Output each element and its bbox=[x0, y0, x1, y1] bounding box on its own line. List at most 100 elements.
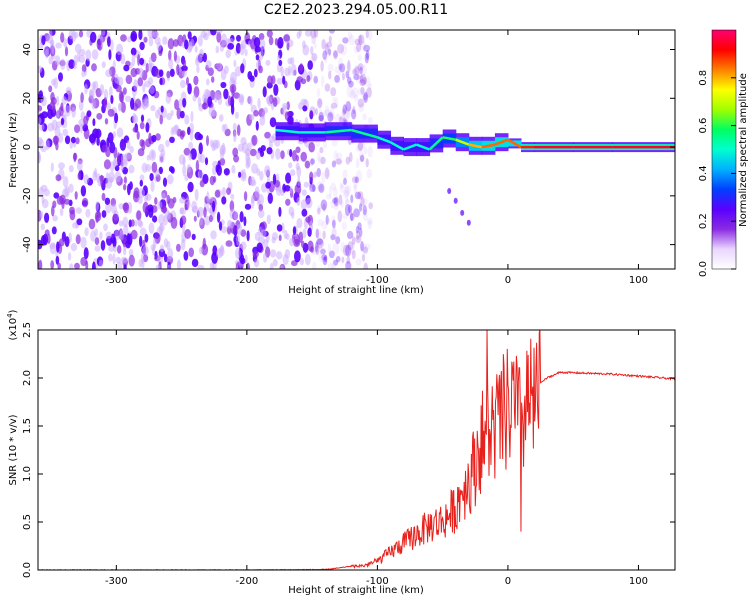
heatmap-cell bbox=[69, 206, 75, 215]
heatmap-cell bbox=[316, 88, 321, 98]
heatmap-cell bbox=[207, 67, 214, 76]
heatmap-cell bbox=[208, 215, 213, 223]
heatmap-cell bbox=[128, 249, 134, 257]
heatmap-cell bbox=[221, 142, 226, 155]
heatmap-cell bbox=[258, 65, 263, 74]
heatmap-cell bbox=[334, 74, 340, 83]
heatmap-cell bbox=[147, 77, 154, 86]
heatmap-cell bbox=[254, 186, 260, 198]
heatmap-cell bbox=[313, 30, 319, 38]
heatmap-cell bbox=[233, 130, 237, 143]
heatmap-cell bbox=[166, 112, 173, 121]
heatmap-cell bbox=[327, 63, 334, 73]
heatmap-cell bbox=[215, 45, 220, 54]
heatmap-cell bbox=[362, 93, 368, 101]
heatmap-cell bbox=[363, 146, 368, 155]
heatmap-cell bbox=[354, 38, 360, 46]
heatmap-cell bbox=[330, 182, 336, 191]
signal-ridge-line bbox=[376, 136, 391, 144]
heatmap-cell bbox=[272, 259, 278, 267]
heatmap-cell bbox=[340, 242, 346, 253]
y-tick-label: 2.0 bbox=[22, 370, 33, 386]
heatmap-cell bbox=[277, 54, 281, 61]
heatmap-cell bbox=[288, 206, 295, 216]
heatmap-cell bbox=[209, 206, 213, 217]
heatmap-cell bbox=[310, 246, 314, 253]
heatmap-cell bbox=[182, 98, 187, 108]
heatmap-cell bbox=[170, 166, 175, 174]
heatmap-cell bbox=[304, 160, 311, 169]
heatmap-cell bbox=[359, 154, 365, 162]
heatmap-cell bbox=[81, 197, 89, 208]
heatmap-cell bbox=[115, 84, 122, 93]
heatmap-cell bbox=[206, 135, 209, 147]
heatmap-cell bbox=[80, 92, 84, 103]
heatmap-cell bbox=[288, 65, 292, 77]
heatmap-cell bbox=[196, 65, 200, 74]
heatmap-cell bbox=[276, 251, 283, 260]
heatmap-cell bbox=[120, 53, 126, 65]
heatmap-cell bbox=[345, 101, 352, 112]
spectrogram-x-ticks: -300 -200 -100 0 100 bbox=[105, 30, 648, 286]
heatmap-cell bbox=[122, 216, 129, 228]
heatmap-cell bbox=[90, 31, 97, 43]
heatmap-cell bbox=[118, 220, 124, 227]
heatmap-cell bbox=[236, 124, 241, 136]
heatmap-cell bbox=[38, 105, 43, 112]
snr-y-label: SNR (10 * v/v) bbox=[8, 414, 19, 485]
heatmap-cell bbox=[137, 219, 143, 227]
heatmap-cell bbox=[292, 226, 297, 236]
heatmap-cell bbox=[268, 36, 274, 46]
heatmap-cell bbox=[363, 262, 368, 269]
heatmap-cell bbox=[192, 94, 197, 102]
heatmap-cell bbox=[310, 46, 314, 56]
heatmap-cell bbox=[46, 34, 54, 44]
heatmap-cell bbox=[56, 109, 60, 118]
x-tick-label: 100 bbox=[629, 275, 648, 286]
heatmap-cell bbox=[105, 231, 113, 239]
heatmap-cell bbox=[51, 205, 55, 217]
heatmap-cell bbox=[198, 142, 203, 155]
heatmap-cell bbox=[41, 35, 46, 46]
heatmap-cell bbox=[342, 37, 349, 44]
heatmap-cell bbox=[325, 48, 332, 57]
snr-x-ticks: -300 -200 -100 0 100 bbox=[105, 330, 648, 587]
heatmap-cell bbox=[56, 241, 60, 253]
heatmap-cell bbox=[219, 114, 224, 122]
heatmap-cell bbox=[197, 35, 203, 47]
heatmap-cell bbox=[261, 221, 267, 231]
heatmap-cell bbox=[262, 86, 267, 98]
heatmap-cell bbox=[142, 201, 149, 214]
heatmap-cell bbox=[333, 50, 338, 58]
heatmap-cell bbox=[138, 30, 143, 41]
heatmap-cell bbox=[240, 171, 247, 182]
heatmap-cell bbox=[91, 97, 96, 110]
heatmap-cell bbox=[108, 245, 115, 252]
heatmap-cell bbox=[103, 223, 108, 232]
x-tick-label: -200 bbox=[236, 275, 259, 286]
heatmap-cell bbox=[322, 230, 326, 240]
heatmap-cell bbox=[338, 63, 343, 71]
heatmap-cell bbox=[138, 67, 144, 78]
heatmap-cell bbox=[91, 63, 97, 72]
heatmap-cell bbox=[353, 46, 360, 54]
heatmap-cell bbox=[104, 118, 109, 125]
heatmap-cell bbox=[351, 249, 356, 260]
heatmap-cell bbox=[351, 238, 356, 250]
heatmap-cell bbox=[187, 126, 191, 136]
heatmap-cell bbox=[359, 151, 365, 163]
heatmap-cell bbox=[233, 59, 237, 68]
heatmap-cell bbox=[47, 108, 54, 120]
heatmap-cell bbox=[56, 95, 60, 106]
heatmap-cell bbox=[187, 181, 194, 193]
heatmap-cell bbox=[362, 113, 368, 121]
heatmap-cell bbox=[139, 179, 143, 187]
heatmap-cell bbox=[141, 139, 146, 151]
heatmap-cell bbox=[70, 136, 76, 144]
heatmap-cell bbox=[225, 49, 231, 59]
heatmap-cell bbox=[309, 106, 316, 117]
heatmap-cell bbox=[355, 170, 363, 182]
heatmap-cell bbox=[130, 47, 137, 56]
heatmap-cell bbox=[354, 176, 359, 184]
heatmap-cell bbox=[340, 44, 348, 56]
